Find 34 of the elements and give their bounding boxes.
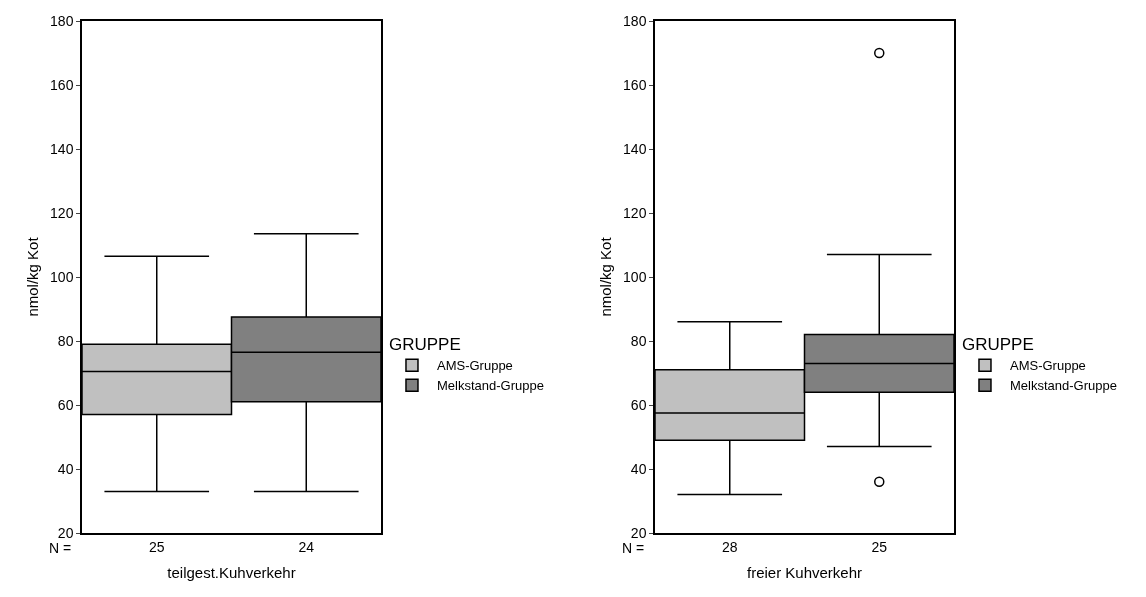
y-tick-label: 160 xyxy=(623,76,647,93)
y-tick-label: 60 xyxy=(630,396,647,413)
legend-title: GRUPPE xyxy=(961,335,1034,355)
legend-label: Melkstand-Gruppe xyxy=(1009,378,1117,394)
y-tick-label: 40 xyxy=(57,460,74,477)
x-tick-label: 25 xyxy=(871,538,888,555)
y-axis-title: nmol/kg Kot xyxy=(596,236,614,317)
y-axis-title: nmol/kg Kot xyxy=(23,236,41,317)
x-axis-title: teilgest.Kuhverkehr xyxy=(167,564,296,582)
y-tick-label: 20 xyxy=(57,524,74,541)
y-tick-label: 120 xyxy=(50,204,74,221)
x-tick-label: 24 xyxy=(298,538,315,555)
x-tick-label: 25 xyxy=(148,538,165,555)
legend-label: AMS-Gruppe xyxy=(1009,358,1086,374)
y-tick-label: 20 xyxy=(630,524,647,541)
x-axis-title: freier Kuhverkehr xyxy=(746,564,863,582)
y-tick-label: 140 xyxy=(623,140,647,157)
x-tick-label: 28 xyxy=(721,538,738,555)
text: N = xyxy=(49,540,72,556)
text: N = xyxy=(622,540,645,556)
y-tick-label: 160 xyxy=(50,76,74,93)
y-tick-label: 100 xyxy=(50,268,74,285)
y-tick-label: 180 xyxy=(50,12,74,29)
y-tick-label: 80 xyxy=(57,332,74,349)
legend-label: AMS-Gruppe xyxy=(436,358,513,374)
y-tick-label: 120 xyxy=(623,204,647,221)
y-tick-label: 60 xyxy=(57,396,74,413)
y-tick-label: 100 xyxy=(623,268,647,285)
y-tick-label: 80 xyxy=(630,332,647,349)
legend-title: GRUPPE xyxy=(388,335,461,355)
y-tick-label: 140 xyxy=(50,140,74,157)
y-tick-label: 180 xyxy=(623,12,647,29)
y-tick-label: 40 xyxy=(630,460,647,477)
legend-label: Melkstand-Gruppe xyxy=(436,378,544,394)
